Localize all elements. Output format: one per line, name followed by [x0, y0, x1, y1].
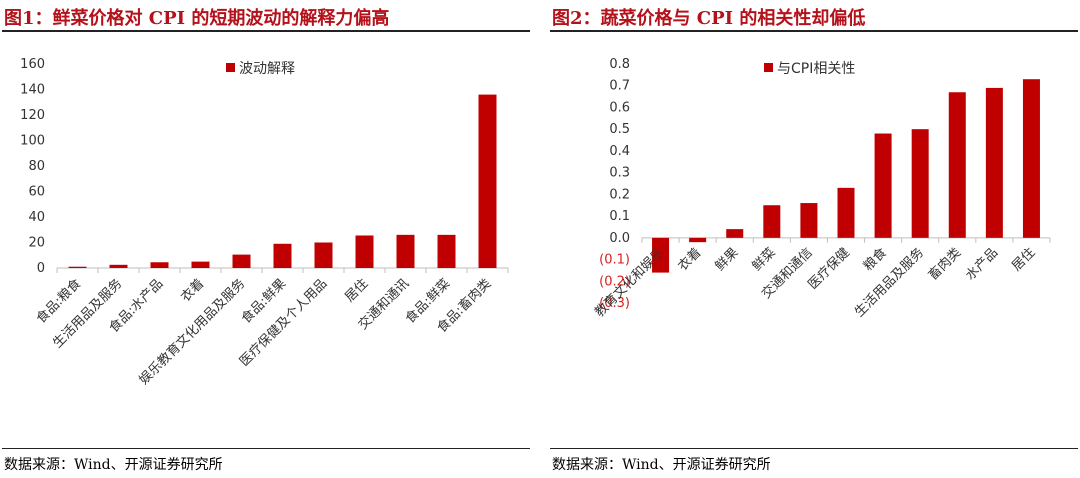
- chart-title: 图1：鲜菜价格对 CPI 的短期波动的解释力偏高: [4, 8, 390, 29]
- bar: [232, 254, 251, 268]
- x-category-label: 医疗保健: [805, 245, 852, 292]
- source-rule: [2, 448, 530, 449]
- y-tick-label: 120: [20, 108, 45, 123]
- chart-title: 图2：蔬菜价格与 CPI 的相关性却偏低: [552, 8, 866, 29]
- bar: [355, 235, 374, 268]
- bar: [985, 87, 1003, 238]
- y-tick-label: 0.4: [609, 144, 630, 159]
- bar: [273, 243, 292, 268]
- bar: [478, 94, 497, 268]
- x-category-label: 畜肉类: [925, 245, 964, 284]
- bar: [689, 237, 707, 243]
- y-tick-label: 60: [28, 185, 45, 200]
- legend-swatch: [764, 63, 773, 72]
- x-category-label: 鲜菜: [750, 245, 779, 274]
- bar-chart-left: 020406080100120140160食品:粮食生活用品及服务食品:水产品衣…: [20, 57, 509, 388]
- chart-panel-left: 图1：鲜菜价格对 CPI 的短期波动的解释力偏高 0 20 40 60 80 100 120…: [2, 0, 532, 478]
- y-tick-label: 0.6: [609, 100, 630, 115]
- x-category-label: 粮食: [860, 245, 890, 275]
- bar: [874, 133, 892, 238]
- bar: [314, 242, 333, 268]
- y-tick-label: 0.0: [609, 231, 630, 246]
- y-tick-label: 0.7: [609, 79, 630, 94]
- x-category-label: 居住: [342, 276, 371, 305]
- bar: [837, 187, 855, 238]
- y-tick-label: 0.2: [609, 187, 630, 202]
- chart-panel-right: 图2：蔬菜价格与 CPI 的相关性却偏低 (0.3) (0.2) (0.1) 0.0 0…: [550, 0, 1080, 478]
- bar: [948, 92, 966, 238]
- source-rule: [550, 448, 1078, 449]
- x-category-label: 衣着: [178, 276, 208, 306]
- bar: [68, 266, 87, 268]
- y-tick-label: 80: [28, 159, 45, 174]
- x-category-label: 居住: [1009, 245, 1038, 274]
- title-rule: [2, 30, 530, 32]
- y-tick-label: 100: [20, 134, 45, 149]
- title-rule: [550, 30, 1078, 32]
- bar: [911, 129, 929, 238]
- y-tick-label: 0.3: [609, 166, 630, 181]
- bar: [437, 234, 456, 268]
- x-category-label: 鲜果: [713, 245, 742, 274]
- bar: [800, 203, 818, 238]
- y-tick-label: (0.3): [599, 296, 630, 311]
- y-tick-label: (0.1): [599, 253, 630, 268]
- y-tick-label: 0.1: [609, 209, 630, 224]
- legend-label: 波动解释: [239, 61, 295, 77]
- y-tick-label: 40: [28, 210, 45, 225]
- y-tick-label: 160: [20, 57, 45, 72]
- chart-source: 数据来源：Wind、开源证券研究所: [4, 457, 223, 473]
- y-tick-label: (0.2): [599, 274, 630, 289]
- y-tick-label: 140: [20, 83, 45, 98]
- chart-source: 数据来源：Wind、开源证券研究所: [552, 457, 771, 473]
- legend-swatch: [226, 63, 235, 72]
- y-tick-label: 0.5: [609, 122, 630, 137]
- y-tick-label: 0.8: [609, 57, 630, 72]
- bar-chart-right: (0.3) (0.2) (0.1) 0.0 0.1 0.2 0.3 0.4 0.5 0.6 0.7 0…: [592, 57, 1051, 320]
- bar: [1022, 79, 1040, 238]
- bar: [726, 229, 744, 238]
- y-tick-label: 0: [37, 261, 45, 276]
- y-tick-label: 20: [28, 236, 45, 251]
- bar: [191, 261, 210, 268]
- bar: [396, 234, 415, 268]
- bar: [763, 205, 781, 238]
- bar: [150, 262, 169, 268]
- legend-label: 与CPI相关性: [777, 61, 855, 77]
- bar: [109, 264, 128, 268]
- x-category-label: 衣着: [675, 245, 705, 275]
- x-category-label: 生活用品及服务: [50, 276, 126, 352]
- x-category-label: 水产品: [963, 245, 1001, 283]
- bar: [652, 237, 670, 273]
